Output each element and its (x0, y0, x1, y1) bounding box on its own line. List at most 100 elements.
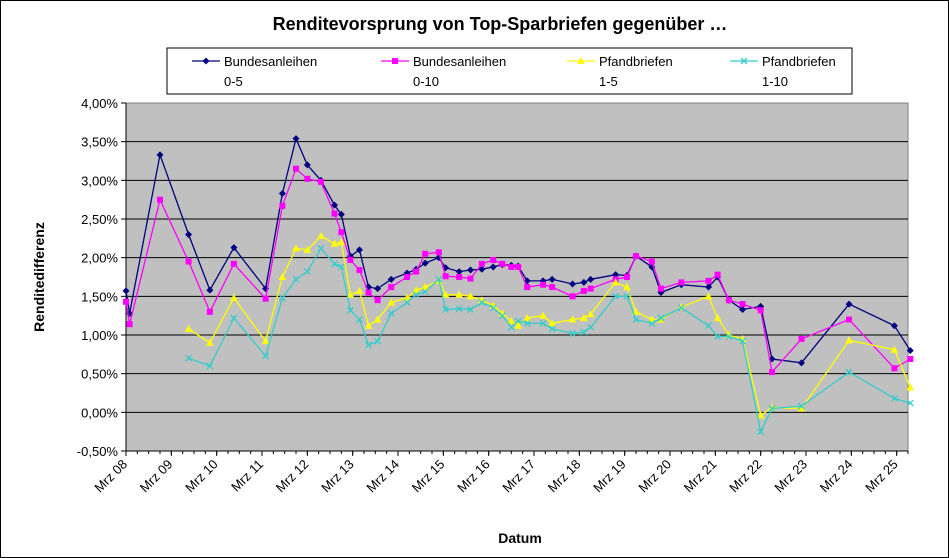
data-point (705, 277, 712, 284)
data-point (757, 428, 765, 436)
data-point (739, 301, 746, 308)
data-point (230, 293, 238, 301)
data-point (611, 278, 620, 286)
data-point (435, 275, 443, 283)
data-point (906, 399, 914, 407)
data-point (421, 283, 429, 291)
x-tick-label: Mrz 20 (635, 457, 674, 496)
data-point (633, 253, 639, 260)
data-point (331, 210, 338, 217)
data-point (906, 383, 915, 391)
data-point (890, 322, 898, 330)
data-point (455, 290, 463, 298)
data-point (261, 337, 270, 345)
series-line (125, 136, 911, 364)
x-tick-label: Mrz 22 (726, 457, 765, 496)
data-point-stroke (768, 405, 776, 412)
data-point (206, 286, 214, 294)
x-tick-label: Mrz 13 (318, 457, 357, 496)
data-point (413, 268, 420, 275)
data-point-stroke (648, 319, 656, 327)
data-point-stroke (714, 333, 722, 341)
data-point-stroke (455, 305, 463, 313)
data-point (523, 319, 531, 327)
data-point (489, 263, 497, 271)
legend-label: Bundesanleihen (224, 54, 317, 69)
data-point-stroke (478, 299, 486, 306)
x-tick-label: Mrz 17 (499, 457, 538, 496)
series-4 (185, 244, 914, 436)
data-point-stroke (421, 288, 429, 296)
data-point (678, 279, 685, 286)
data-point-stroke (587, 323, 595, 331)
data-point (456, 274, 463, 280)
data-point (337, 263, 345, 271)
legend-label: Pfandbriefen (762, 54, 836, 69)
data-point (587, 323, 595, 331)
data-point-stroke (374, 337, 382, 345)
data-point (498, 312, 506, 320)
legend: Bundesanleihen 0-5 Bundesanleihen 0-10 Pfand… (166, 47, 853, 95)
data-point-stroke (514, 317, 522, 325)
data-point (648, 258, 655, 265)
data-point (845, 300, 853, 308)
data-point (126, 321, 133, 328)
data-point (705, 322, 712, 330)
data-point (278, 189, 286, 197)
data-point (677, 304, 685, 312)
data-point (580, 313, 588, 321)
data-point (421, 259, 429, 267)
data-point (523, 313, 531, 321)
legend-sublabel: 0-5 (224, 74, 243, 89)
chart-title: Renditevorsprung von Top-Sparbriefen geg… (273, 14, 728, 34)
legend-entry-3: Pfandbriefen 1-5 (567, 54, 673, 89)
data-point (388, 284, 395, 291)
data-point (303, 268, 311, 276)
data-point (714, 271, 721, 278)
data-point (797, 404, 806, 412)
data-point-stroke (890, 394, 898, 402)
data-point (338, 229, 345, 236)
data-point (184, 324, 193, 332)
data-point (632, 316, 640, 323)
data-point (740, 57, 748, 65)
data-point (648, 319, 656, 327)
data-point (392, 58, 398, 64)
data-point (441, 290, 450, 298)
data-point (507, 317, 516, 325)
data-point (230, 260, 237, 267)
data-point (549, 284, 556, 291)
data-point (202, 57, 210, 65)
data-point (365, 341, 372, 349)
data-point-stroke (337, 263, 345, 271)
data-point (292, 135, 300, 143)
data-point-stroke (292, 275, 300, 283)
data-point (725, 297, 732, 304)
data-point (206, 362, 214, 370)
data-point (185, 354, 193, 362)
data-point (317, 244, 325, 252)
data-point-stroke (230, 314, 238, 322)
x-tick-label: Mrz 09 (137, 457, 176, 496)
data-point (355, 246, 363, 254)
data-point (846, 316, 853, 323)
legend-sublabel: 0-10 (413, 74, 439, 89)
data-point (478, 260, 485, 267)
data-point (890, 394, 898, 402)
x-tick-label: Mrz 24 (817, 457, 856, 496)
legend-sublabel: 1-10 (762, 74, 788, 89)
data-point (798, 402, 805, 410)
data-point (303, 161, 311, 169)
data-point (467, 306, 474, 313)
data-point (157, 196, 163, 203)
data-point (757, 307, 764, 314)
legend-entry-2: Bundesanleihen 0-10 (381, 54, 506, 89)
data-point (337, 238, 346, 246)
legend-label: Bundesanleihen (413, 54, 506, 69)
data-point (185, 230, 193, 238)
data-point (403, 299, 411, 306)
data-point (623, 283, 631, 291)
data-point (387, 298, 395, 306)
data-point (845, 336, 853, 344)
data-point (704, 292, 713, 300)
